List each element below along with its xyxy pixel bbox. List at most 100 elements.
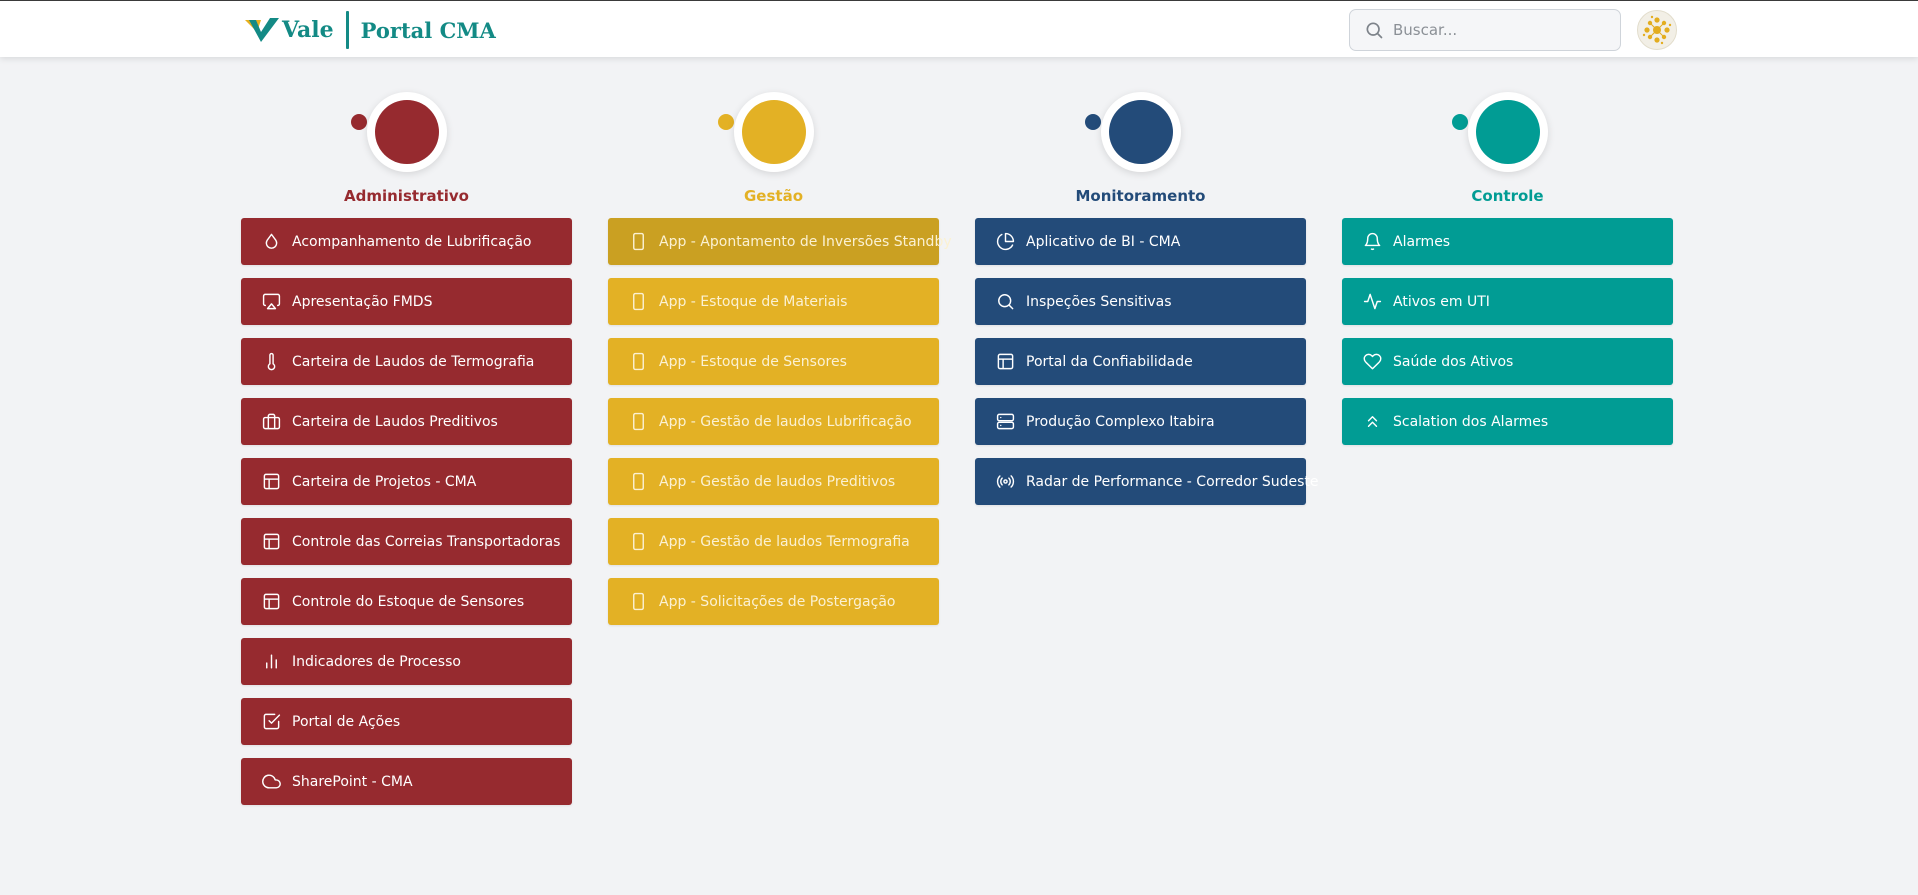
server-icon	[995, 412, 1015, 432]
check-square-icon	[261, 712, 281, 732]
category-circle	[734, 92, 814, 172]
app-link-label: Carteira de Projetos - CMA	[292, 473, 477, 490]
category-circle	[1101, 92, 1181, 172]
app-link-label: Controle das Correias Transportadoras	[292, 533, 561, 550]
app-link-label: Ativos em UTI	[1393, 293, 1490, 310]
radio-icon	[995, 472, 1015, 492]
cloud-icon	[261, 772, 281, 792]
category-circle	[1468, 92, 1548, 172]
search-box[interactable]	[1349, 9, 1621, 51]
app-link-label: App - Estoque de Sensores	[659, 353, 847, 370]
tablet-icon	[628, 592, 648, 612]
app-link-label: App - Estoque de Materiais	[659, 293, 848, 310]
category-gestao: Gestão App - Apontamento de Inversões St…	[608, 92, 952, 638]
app-link-correias-transportadoras[interactable]: Controle das Correias Transportadoras	[241, 518, 572, 565]
app-link-label: App - Solicitações de Postergação	[659, 593, 896, 610]
app-link-label: Apresentação FMDS	[292, 293, 433, 310]
app-link-label: Controle do Estoque de Sensores	[292, 593, 525, 610]
app-link-label: App - Gestão de laudos Termografia	[659, 533, 910, 550]
activity-icon	[1362, 292, 1382, 312]
heart-icon	[1362, 352, 1382, 372]
app-link-app-laudos-preditivos[interactable]: App - Gestão de laudos Preditivos	[608, 458, 939, 505]
bell-icon	[1362, 232, 1382, 252]
droplet-icon	[261, 232, 281, 252]
category-administrativo: Administrativo Acompanhamento de Lubrifi…	[241, 92, 572, 818]
app-link-estoque-sensores[interactable]: Controle do Estoque de Sensores	[241, 578, 572, 625]
app-link-acompanhamento-lubrificacao[interactable]: Acompanhamento de Lubrificação	[241, 218, 572, 265]
category-controle: Controle Alarmes Ativos em UTI Saúde dos…	[1342, 92, 1673, 458]
app-link-label: Carteira de Laudos Preditivos	[292, 413, 498, 430]
app-link-laudos-lubrificacao[interactable]: App - Gestão de laudos Lubrificação	[608, 398, 939, 445]
app-link-saude-ativos[interactable]: Saúde dos Ativos	[1342, 338, 1673, 385]
chevrons-up-icon	[1362, 412, 1382, 432]
tablet-icon	[628, 352, 648, 372]
app-link-aplicativo-bi[interactable]: Aplicativo de BI - CMA	[975, 218, 1306, 265]
app-link-label: Acompanhamento de Lubrificação	[292, 233, 532, 250]
app-link-label: Aplicativo de BI - CMA	[1026, 233, 1181, 250]
app-link-label: Portal da Confiabilidade	[1026, 353, 1193, 370]
brand[interactable]: Vale Portal CMA	[244, 11, 496, 49]
app-link-producao-itabira[interactable]: Produção Complexo Itabira	[975, 398, 1306, 445]
app-link-radar-performance[interactable]: Radar de Performance - Corredor Sudeste	[975, 458, 1319, 505]
app-link-laudos-preditivos[interactable]: Carteira de Laudos Preditivos	[241, 398, 572, 445]
app-link-label: Scalation dos Alarmes	[1393, 413, 1549, 430]
app-link-label: App - Gestão de laudos Preditivos	[659, 473, 896, 490]
app-link-label: Produção Complexo Itabira	[1026, 413, 1215, 430]
top-navbar: Vale Portal CMA	[0, 0, 1918, 57]
app-link-label: Indicadores de Processo	[292, 653, 461, 670]
app-link-scalation-alarmes[interactable]: Scalation dos Alarmes	[1342, 398, 1673, 445]
category-header: Administrativo	[241, 92, 572, 218]
brand-separator	[345, 11, 349, 49]
category-title: Gestão	[743, 187, 803, 205]
app-link-sharepoint[interactable]: SharePoint - CMA	[241, 758, 572, 805]
app-link-app-estoque-sensores[interactable]: App - Estoque de Sensores	[608, 338, 939, 385]
briefcase-icon	[261, 412, 281, 432]
category-dot	[718, 114, 734, 130]
user-avatar-icon	[1642, 15, 1672, 45]
category-dot	[1452, 114, 1468, 130]
brand-name: Vale	[282, 17, 334, 43]
app-link-estoque-materiais[interactable]: App - Estoque de Materiais	[608, 278, 939, 325]
app-link-label: Inspeções Sensitivas	[1026, 293, 1172, 310]
search-icon	[995, 292, 1015, 312]
app-link-indicadores-processo[interactable]: Indicadores de Processo	[241, 638, 572, 685]
layout-icon	[995, 352, 1015, 372]
app-link-alarmes[interactable]: Alarmes	[1342, 218, 1673, 265]
layout-icon	[261, 532, 281, 552]
app-link-inspecoes-sensitivas[interactable]: Inspeções Sensitivas	[975, 278, 1306, 325]
app-link-app-laudos-termografia[interactable]: App - Gestão de laudos Termografia	[608, 518, 939, 565]
portal-title: Portal CMA	[360, 17, 496, 43]
tablet-icon	[628, 532, 648, 552]
app-link-solicitacoes-postergacao[interactable]: App - Solicitações de Postergação	[608, 578, 939, 625]
vale-logo-icon	[245, 18, 279, 42]
app-link-apresentacao-fmds[interactable]: Apresentação FMDS	[241, 278, 572, 325]
app-link-ativos-uti[interactable]: Ativos em UTI	[1342, 278, 1673, 325]
app-link-label: App - Gestão de laudos Lubrificação	[659, 413, 912, 430]
category-title: Administrativo	[344, 187, 469, 205]
app-link-laudos-termografia[interactable]: Carteira de Laudos de Termografia	[241, 338, 572, 385]
search-input[interactable]	[1393, 21, 1593, 39]
app-link-label: Alarmes	[1393, 233, 1451, 250]
app-link-portal-acoes[interactable]: Portal de Ações	[241, 698, 572, 745]
avatar[interactable]	[1637, 10, 1677, 50]
layout-icon	[261, 592, 281, 612]
tablet-icon	[628, 292, 648, 312]
app-link-label: Saúde dos Ativos	[1393, 353, 1514, 370]
app-link-label: Radar de Performance - Corredor Sudeste	[1026, 473, 1319, 490]
app-link-portal-confiabilidade[interactable]: Portal da Confiabilidade	[975, 338, 1306, 385]
thermometer-icon	[261, 352, 281, 372]
category-header: Monitoramento	[975, 92, 1306, 218]
airplay-icon	[261, 292, 281, 312]
category-dot	[351, 114, 367, 130]
app-link-label: SharePoint - CMA	[292, 773, 413, 790]
category-monitoramento: Monitoramento Aplicativo de BI - CMA Ins…	[975, 92, 1319, 518]
layout-icon	[261, 472, 281, 492]
tablet-icon	[628, 232, 648, 252]
app-link-label: Carteira de Laudos de Termografia	[292, 353, 535, 370]
search-icon	[1366, 22, 1383, 39]
app-link-label: Portal de Ações	[292, 713, 401, 730]
category-title: Monitoramento	[1075, 187, 1206, 205]
tablet-icon	[628, 472, 648, 492]
app-link-carteira-projetos[interactable]: Carteira de Projetos - CMA	[241, 458, 572, 505]
app-link-apontamento-inversoes[interactable]: App - Apontamento de Inversões Standby	[608, 218, 952, 265]
